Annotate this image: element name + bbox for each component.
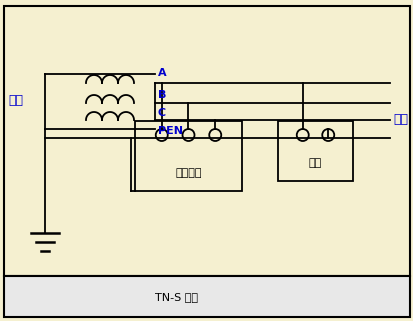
Text: PEN: PEN bbox=[158, 126, 183, 136]
Bar bbox=[277, 121, 352, 181]
Text: 三相设备: 三相设备 bbox=[175, 168, 201, 178]
Text: A: A bbox=[158, 68, 166, 78]
Text: 单相: 单相 bbox=[308, 158, 321, 168]
Text: B: B bbox=[158, 90, 166, 100]
Text: 负荷: 负荷 bbox=[392, 114, 407, 126]
Bar bbox=[4, 276, 409, 317]
Bar bbox=[4, 6, 409, 276]
Text: TN-S 系统: TN-S 系统 bbox=[154, 292, 197, 302]
Bar bbox=[135, 121, 242, 191]
Text: 电源: 电源 bbox=[8, 94, 23, 108]
Text: C: C bbox=[158, 108, 166, 118]
